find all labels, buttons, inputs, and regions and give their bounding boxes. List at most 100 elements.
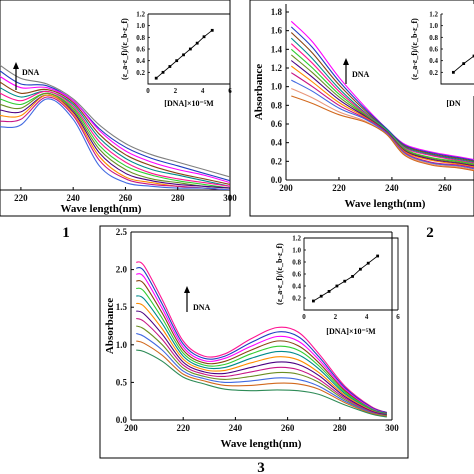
- panel-2-y-tick-label: 0.4: [271, 138, 283, 148]
- panel-1-spectrum-11: [0, 96, 230, 190]
- panel-3-inset-point: [327, 290, 331, 293]
- panel-3-inset-y-label: (ε_a-ε_f)/(ε_b-ε_f): [275, 243, 284, 305]
- panel-3-inset-x-tick-label: 6: [396, 313, 400, 321]
- panel-2-inset-point: [451, 70, 455, 74]
- panel-3-spectrum-11: [136, 332, 387, 417]
- panel-3-x-axis-label: Wave length(nm): [221, 438, 302, 450]
- panel-3-inset-x-tick-label: 2: [334, 313, 338, 321]
- panel-3-inset-y-tick-label: 1.2: [292, 235, 301, 243]
- panel-3-number: 3: [257, 460, 265, 474]
- panel-1-inset-y-tick-label: 0.4: [136, 57, 145, 65]
- panel-3-spectrum-7: [136, 302, 387, 416]
- panel-3-x-tick-label: 240: [229, 423, 243, 433]
- panel-3-inset-point: [359, 267, 362, 271]
- panel-3-spectrum-10: [136, 325, 387, 417]
- panel-1-inset-y-label: (ε_a-ε_f)/(ε_b-ε_f): [120, 18, 129, 80]
- panel-3-inset-point: [319, 294, 323, 298]
- panel-2-x-tick-label: 220: [332, 183, 346, 193]
- panel-1-inset-point: [210, 28, 214, 32]
- panel-3-inset-point: [366, 261, 370, 265]
- panel-2-inset-plot: 0.2 0.4 0.6 0.8 1.0 1.2 (ε_a-ε_f)/(ε_b-ε_f) [DN: [410, 11, 474, 108]
- panel-3-x-tick-label: 280: [333, 423, 347, 433]
- panel-2-dna-arrow: DNA: [343, 58, 370, 84]
- panel-2-spectrum-6: [290, 48, 474, 165]
- panel-1-inset-y-tick-label: 1.2: [136, 11, 145, 19]
- panel-1-x-axis-label: Wave length(nm): [61, 203, 142, 215]
- panel-1-spectrum-6: [0, 90, 230, 187]
- panel-2-inset: 0.2 0.4 0.6 0.8 1.0 1.2 (ε_a-ε_f)/(ε_b-ε_f) [DN: [402, 4, 474, 108]
- panel-1: 220 240 260 280 300 Wave length(nm) DNA 0.20…: [0, 0, 237, 217]
- panel-1-inset-y-tick-label: 0.2: [136, 69, 145, 77]
- panel-3-spectrum-8: [136, 310, 387, 416]
- panel-3-spectrum-1: [135, 261, 387, 414]
- panel-1-inset-point: [154, 76, 158, 80]
- panel-2-inset-y-tick-label: 0.6: [429, 46, 438, 54]
- panel-1-inset-point: [168, 65, 172, 68]
- panel-1-x-tick-label: 300: [223, 193, 237, 203]
- panel-1-inset-point: [188, 47, 192, 51]
- panel-1-x-tick-label: 220: [14, 193, 28, 203]
- panel-3-y-ticks: 0.0 0.5 1.0 1.5 2.0 2.5: [116, 227, 134, 425]
- panel-3-y-axis-label: Absorbance: [104, 298, 116, 354]
- panel-1-x-tick-label: 240: [66, 193, 80, 203]
- panel-3-spectrum-3: [136, 273, 387, 414]
- panel-2-inset-y-tick-label: 0.4: [429, 57, 438, 65]
- panel-3-inset-frame: [304, 237, 399, 310]
- panel-3-frame: [99, 225, 409, 459]
- panel-2-inset-y-label: (ε_a-ε_f)/(ε_b-ε_f): [410, 18, 419, 80]
- panel-2-number: 2: [426, 225, 434, 241]
- panel-3-spectrum-6: [136, 295, 387, 415]
- panel-3-y-tick-label: 2.0: [116, 265, 128, 275]
- panel-2-y-tick-label: 0.6: [271, 119, 283, 129]
- panel-1-inset-y-tick-label: 0.8: [136, 34, 145, 42]
- panel-3-inset-x-label: [DNA]×10⁻⁵M: [326, 327, 376, 336]
- panel-1-spectrum-3: [0, 76, 230, 184]
- panel-3-inset-y-tick-label: 0.8: [292, 259, 301, 267]
- panel-3-inset-point: [343, 279, 347, 283]
- panel-1-spectrum-8: [0, 92, 230, 189]
- panel-3-y-tick-label: 2.5: [116, 227, 128, 237]
- panel-2-series-group: [290, 20, 474, 172]
- panel-1-inset-y-tick-label: 1.0: [136, 22, 145, 30]
- panel-3-inset-plot: 0.2 0.4 0.6 0.8 1.0 1.2 0 2 4 6 (ε_a-ε_f)/(ε_b-ε_f…: [275, 235, 400, 337]
- panel-2-spectrum-4: [290, 37, 474, 163]
- panel-1-x-tick-label: 280: [171, 193, 185, 203]
- panel-3-x-tick-label: 220: [176, 423, 190, 433]
- panel-3-dna-label: DNA: [193, 303, 211, 312]
- panel-2-spectrum-13: [291, 95, 474, 172]
- panel-2-spectrum-10: [290, 72, 474, 169]
- panel-1-spectrum-5: [0, 87, 230, 187]
- panel-2-inset-point: [462, 62, 466, 65]
- panel-3-y-tick-label: 1.0: [116, 340, 128, 350]
- panel-2-x-axis-label: Wave length(nm): [345, 198, 426, 210]
- panel-2-y-tick-label: 1.0: [271, 82, 283, 92]
- panel-1-inset-x-tick-label: 6: [228, 87, 232, 95]
- panel-3-inset-point: [335, 284, 339, 288]
- panel-2-y-tick-label: 0.8: [271, 100, 283, 110]
- panel-2-spectrum-8: [290, 60, 474, 167]
- panel-1-inset: 0.2 0.4 0.6 0.8 1.0 1.2 0 2 4 6 (ε_a-ε_f)/(ε_b-ε_f…: [120, 6, 232, 108]
- panel-3-x-tick-label: 260: [281, 423, 295, 433]
- panel-2-x-tick-label: 200: [279, 183, 293, 193]
- panel-2-y-tick-label: 1.8: [271, 7, 283, 17]
- panel-1-series-group: [0, 64, 230, 190]
- panel-2-inset-y-tick-label: 0.2: [429, 69, 438, 77]
- panel-1-inset-point: [182, 53, 185, 57]
- panel-1-spectrum-12: [0, 98, 230, 190]
- panel-2-x-tick-label: 240: [385, 183, 399, 193]
- panel-2-y-tick-label: 1.2: [271, 63, 283, 73]
- panel-1-spectrum-4: [0, 81, 230, 185]
- panel-2-spectrum-2: [290, 26, 474, 161]
- panel-3-spectrum-2: [136, 266, 387, 414]
- panel-2-y-tick-label: 1.6: [271, 26, 283, 36]
- panel-3: 200 220 240 260 280 300 0.00.51.01.52.02.5 Ab…: [99, 225, 409, 459]
- panel-1-inset-point: [202, 35, 206, 39]
- panel-3-spectrum-12: [136, 340, 387, 417]
- panel-3-y-tick-label: 0.0: [116, 415, 128, 425]
- panel-3-inset-y-tick-label: 0.4: [292, 283, 301, 291]
- panel-2-x-ticks: 200 220 240 260: [279, 177, 452, 193]
- panel-2-y-axis-label: Absorbance: [253, 64, 265, 120]
- panel-1-inset-y-tick-label: 0.6: [136, 46, 145, 54]
- panel-2-y-tick-label: 0.2: [271, 156, 283, 166]
